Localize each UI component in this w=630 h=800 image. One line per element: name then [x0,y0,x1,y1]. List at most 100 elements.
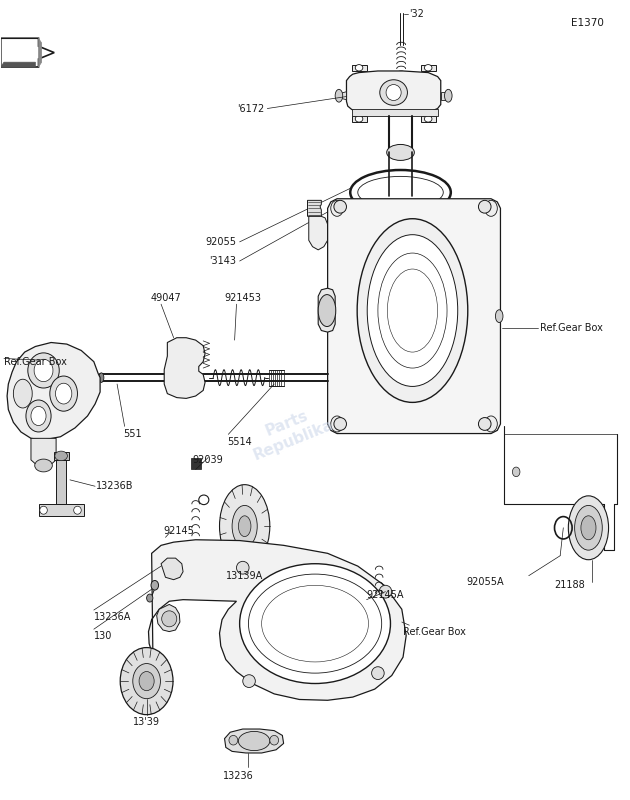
Text: FRONT: FRONT [5,48,35,57]
Ellipse shape [34,359,53,382]
Polygon shape [7,342,100,440]
Text: 92039: 92039 [193,455,223,466]
Ellipse shape [355,116,363,122]
Polygon shape [224,729,284,753]
Text: 92145A: 92145A [367,590,404,600]
Text: 551: 551 [123,429,142,438]
Text: 92055A: 92055A [466,577,503,587]
Ellipse shape [372,666,384,679]
Polygon shape [421,65,436,71]
Text: 13236B: 13236B [96,482,134,491]
Text: 13'39: 13'39 [133,717,160,727]
Ellipse shape [367,234,458,386]
Polygon shape [1,62,35,67]
Text: 13236A: 13236A [94,612,131,622]
Text: Ref.Gear Box: Ref.Gear Box [403,627,466,637]
Ellipse shape [133,663,161,698]
Ellipse shape [387,145,415,161]
Ellipse shape [575,506,602,550]
Bar [38,504,84,516]
Ellipse shape [238,731,270,750]
Ellipse shape [484,200,497,216]
Ellipse shape [425,65,432,71]
Polygon shape [352,110,438,117]
Polygon shape [164,338,205,398]
Ellipse shape [425,116,432,122]
Ellipse shape [236,562,249,574]
Text: 13236: 13236 [223,770,254,781]
Ellipse shape [243,674,255,687]
Polygon shape [149,540,406,700]
Ellipse shape [139,671,154,690]
Text: 5514: 5514 [227,437,252,446]
Ellipse shape [335,90,343,102]
Ellipse shape [55,383,72,404]
Polygon shape [31,438,56,466]
Text: 92055: 92055 [205,237,236,247]
Polygon shape [309,216,328,250]
Polygon shape [1,38,54,67]
Ellipse shape [232,506,257,547]
Polygon shape [352,65,367,71]
Text: Ref.Gear Box: Ref.Gear Box [4,357,67,366]
Text: '3143: '3143 [210,256,236,266]
Ellipse shape [334,418,347,430]
Text: '32: '32 [410,10,424,19]
Ellipse shape [219,485,270,568]
Ellipse shape [380,80,408,106]
Ellipse shape [99,373,104,382]
Ellipse shape [318,294,336,326]
Ellipse shape [28,353,59,388]
Text: 92145: 92145 [163,526,194,536]
Text: E1370: E1370 [571,18,604,28]
Ellipse shape [35,459,52,472]
Ellipse shape [239,564,391,683]
Polygon shape [340,92,347,100]
Ellipse shape [229,735,238,745]
Text: Parts
Republika: Parts Republika [244,401,336,463]
Polygon shape [421,116,436,122]
Ellipse shape [31,406,46,426]
Ellipse shape [445,90,452,102]
Text: 130: 130 [94,630,112,641]
Text: '6172: '6172 [238,103,265,114]
Ellipse shape [581,516,596,540]
Polygon shape [328,198,500,434]
Ellipse shape [74,506,81,514]
Polygon shape [352,116,367,122]
Ellipse shape [495,310,503,322]
Text: 921453: 921453 [224,293,261,302]
Ellipse shape [162,611,177,627]
Polygon shape [38,38,42,67]
Polygon shape [307,200,321,216]
Ellipse shape [40,506,47,514]
Polygon shape [346,71,441,114]
Ellipse shape [26,400,51,432]
Ellipse shape [55,451,67,461]
Bar [56,460,66,504]
Ellipse shape [478,200,491,213]
Text: 49047: 49047 [151,293,181,302]
Ellipse shape [270,735,278,745]
Text: 21188: 21188 [554,580,585,590]
Polygon shape [318,288,335,332]
Ellipse shape [355,65,363,71]
Ellipse shape [379,586,392,598]
Polygon shape [161,558,183,580]
Polygon shape [157,605,180,631]
Ellipse shape [357,218,468,402]
Ellipse shape [238,516,251,537]
Ellipse shape [13,379,32,408]
Ellipse shape [334,200,347,213]
Polygon shape [441,92,447,100]
Ellipse shape [331,200,343,216]
Ellipse shape [568,496,609,560]
Ellipse shape [151,581,159,590]
Ellipse shape [512,467,520,477]
Ellipse shape [50,376,77,411]
Ellipse shape [386,85,401,101]
Ellipse shape [478,418,491,430]
Ellipse shape [147,594,153,602]
Bar [54,452,69,460]
Bar [191,458,201,470]
